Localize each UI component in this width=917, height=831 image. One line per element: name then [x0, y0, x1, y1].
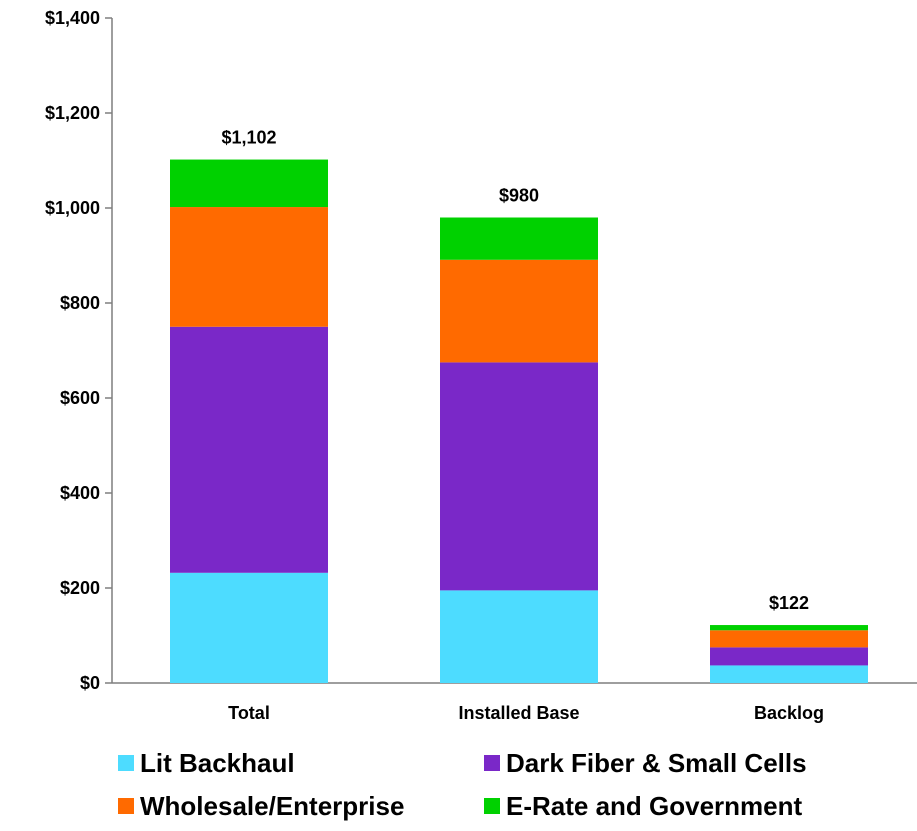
legend-swatch-e-rate-government [484, 798, 500, 814]
legend-label-e-rate-government: E-Rate and Government [506, 790, 803, 821]
y-tick-label: $0 [80, 673, 100, 693]
legend-label-dark-fiber: Dark Fiber & Small Cells [506, 747, 807, 778]
x-category-label: Installed Base [458, 703, 579, 723]
legend: Lit Backhaul Dark Fiber & Small Cells Wh… [0, 740, 917, 831]
legend-item-wholesale-enterprise: Wholesale/Enterprise [118, 786, 404, 826]
legend-item-dark-fiber: Dark Fiber & Small Cells [484, 743, 807, 783]
bar-segment-e-rate-and-government [440, 217, 598, 260]
stacked-bar-chart: $0 $200 $400 $600 $800 $1,000 $1,200 $1,400 $1,1… [45, 8, 917, 723]
bar-total-label: $122 [769, 593, 809, 613]
legend-swatch-dark-fiber [484, 755, 500, 771]
y-tick-label: $600 [60, 388, 100, 408]
bar-segment-dark-fiber-small-cells [170, 326, 328, 573]
x-category-label: Backlog [754, 703, 824, 723]
y-tick-label: $1,000 [45, 198, 100, 218]
legend-item-e-rate-government: E-Rate and Government [484, 786, 802, 826]
bar-segment-lit-backhaul [440, 590, 598, 683]
bar-segment-lit-backhaul [170, 572, 328, 683]
y-tick-label: $1,400 [45, 8, 100, 28]
x-category-label: Total [228, 703, 270, 723]
bar-segment-wholesale-enterprise [170, 207, 328, 327]
bar-segment-e-rate-and-government [170, 159, 328, 208]
y-tick-label: $800 [60, 293, 100, 313]
y-tick-label: $1,200 [45, 103, 100, 123]
y-tick-label: $400 [60, 483, 100, 503]
legend-label-lit-backhaul: Lit Backhaul [140, 747, 295, 778]
bar-segment-dark-fiber-small-cells [710, 647, 868, 666]
legend-label-wholesale-enterprise: Wholesale/Enterprise [140, 790, 405, 821]
bar-segment-e-rate-and-government [710, 625, 868, 631]
bar-total-label: $1,102 [221, 128, 276, 148]
legend-swatch-wholesale-enterprise [118, 798, 134, 814]
bar-total-label: $980 [499, 186, 539, 206]
legend-swatch-lit-backhaul [118, 755, 134, 771]
y-tick-label: $200 [60, 578, 100, 598]
bar-segment-wholesale-enterprise [710, 630, 868, 648]
legend-item-lit-backhaul: Lit Backhaul [118, 743, 295, 783]
bar-segment-lit-backhaul [710, 665, 868, 683]
bar-segment-dark-fiber-small-cells [440, 362, 598, 591]
bar-segment-wholesale-enterprise [440, 259, 598, 363]
